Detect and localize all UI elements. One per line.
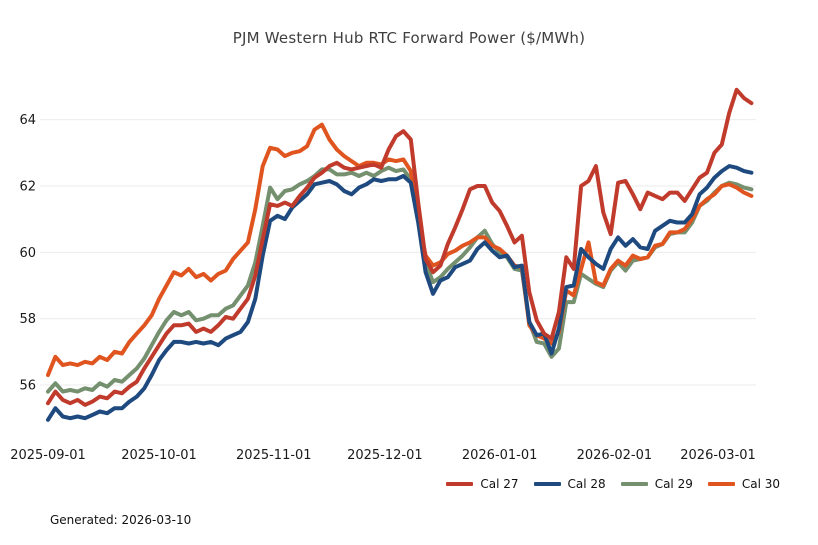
legend-item-cal-29: Cal 29: [620, 477, 693, 491]
x-axis-tick-2025-12-01: 2025-12-01: [347, 448, 423, 463]
legend-swatch-icon: [620, 482, 648, 486]
series-line-cal-28: [46, 164, 754, 422]
x-axis-tick-2025-09-01: 2025-09-01: [10, 448, 86, 463]
legend-item-cal-30: Cal 30: [707, 477, 780, 491]
legend-swatch-icon: [446, 482, 474, 486]
series-line-cal-29: [46, 165, 754, 394]
chart-title: PJM Western Hub RTC Forward Power ($/MWh…: [232, 29, 586, 47]
x-axis-tick-2026-03-01: 2026-03-01: [680, 448, 756, 463]
legend-item-cal-28: Cal 28: [533, 477, 606, 491]
legend-label: Cal 29: [654, 477, 693, 491]
x-axis-tick-2026-01-01: 2026-01-01: [462, 448, 538, 463]
y-axis-tick-60: 60: [19, 246, 36, 261]
y-axis-tick-62: 62: [19, 179, 36, 194]
series-line-cal-30: [46, 122, 754, 377]
legend-label: Cal 30: [741, 477, 780, 491]
x-axis-tick-2025-10-01: 2025-10-01: [121, 448, 197, 463]
generated-timestamp: Generated: 2026-03-10: [50, 513, 192, 527]
chart-legend: Cal 27 Cal 28 Cal 29 Cal 30: [0, 477, 780, 491]
legend-label: Cal 28: [567, 477, 606, 491]
legend-label: Cal 27: [480, 477, 519, 491]
legend-item-cal-27: Cal 27: [446, 477, 519, 491]
y-axis-tick-58: 58: [19, 312, 36, 327]
series-line-cal-27: [46, 87, 754, 407]
y-axis-tick-64: 64: [19, 113, 36, 128]
x-axis-tick-2026-02-01: 2026-02-01: [577, 448, 653, 463]
legend-swatch-icon: [707, 482, 735, 486]
x-axis-tick-2025-11-01: 2025-11-01: [236, 448, 312, 463]
y-axis-tick-56: 56: [19, 379, 36, 394]
legend-swatch-icon: [533, 482, 561, 486]
